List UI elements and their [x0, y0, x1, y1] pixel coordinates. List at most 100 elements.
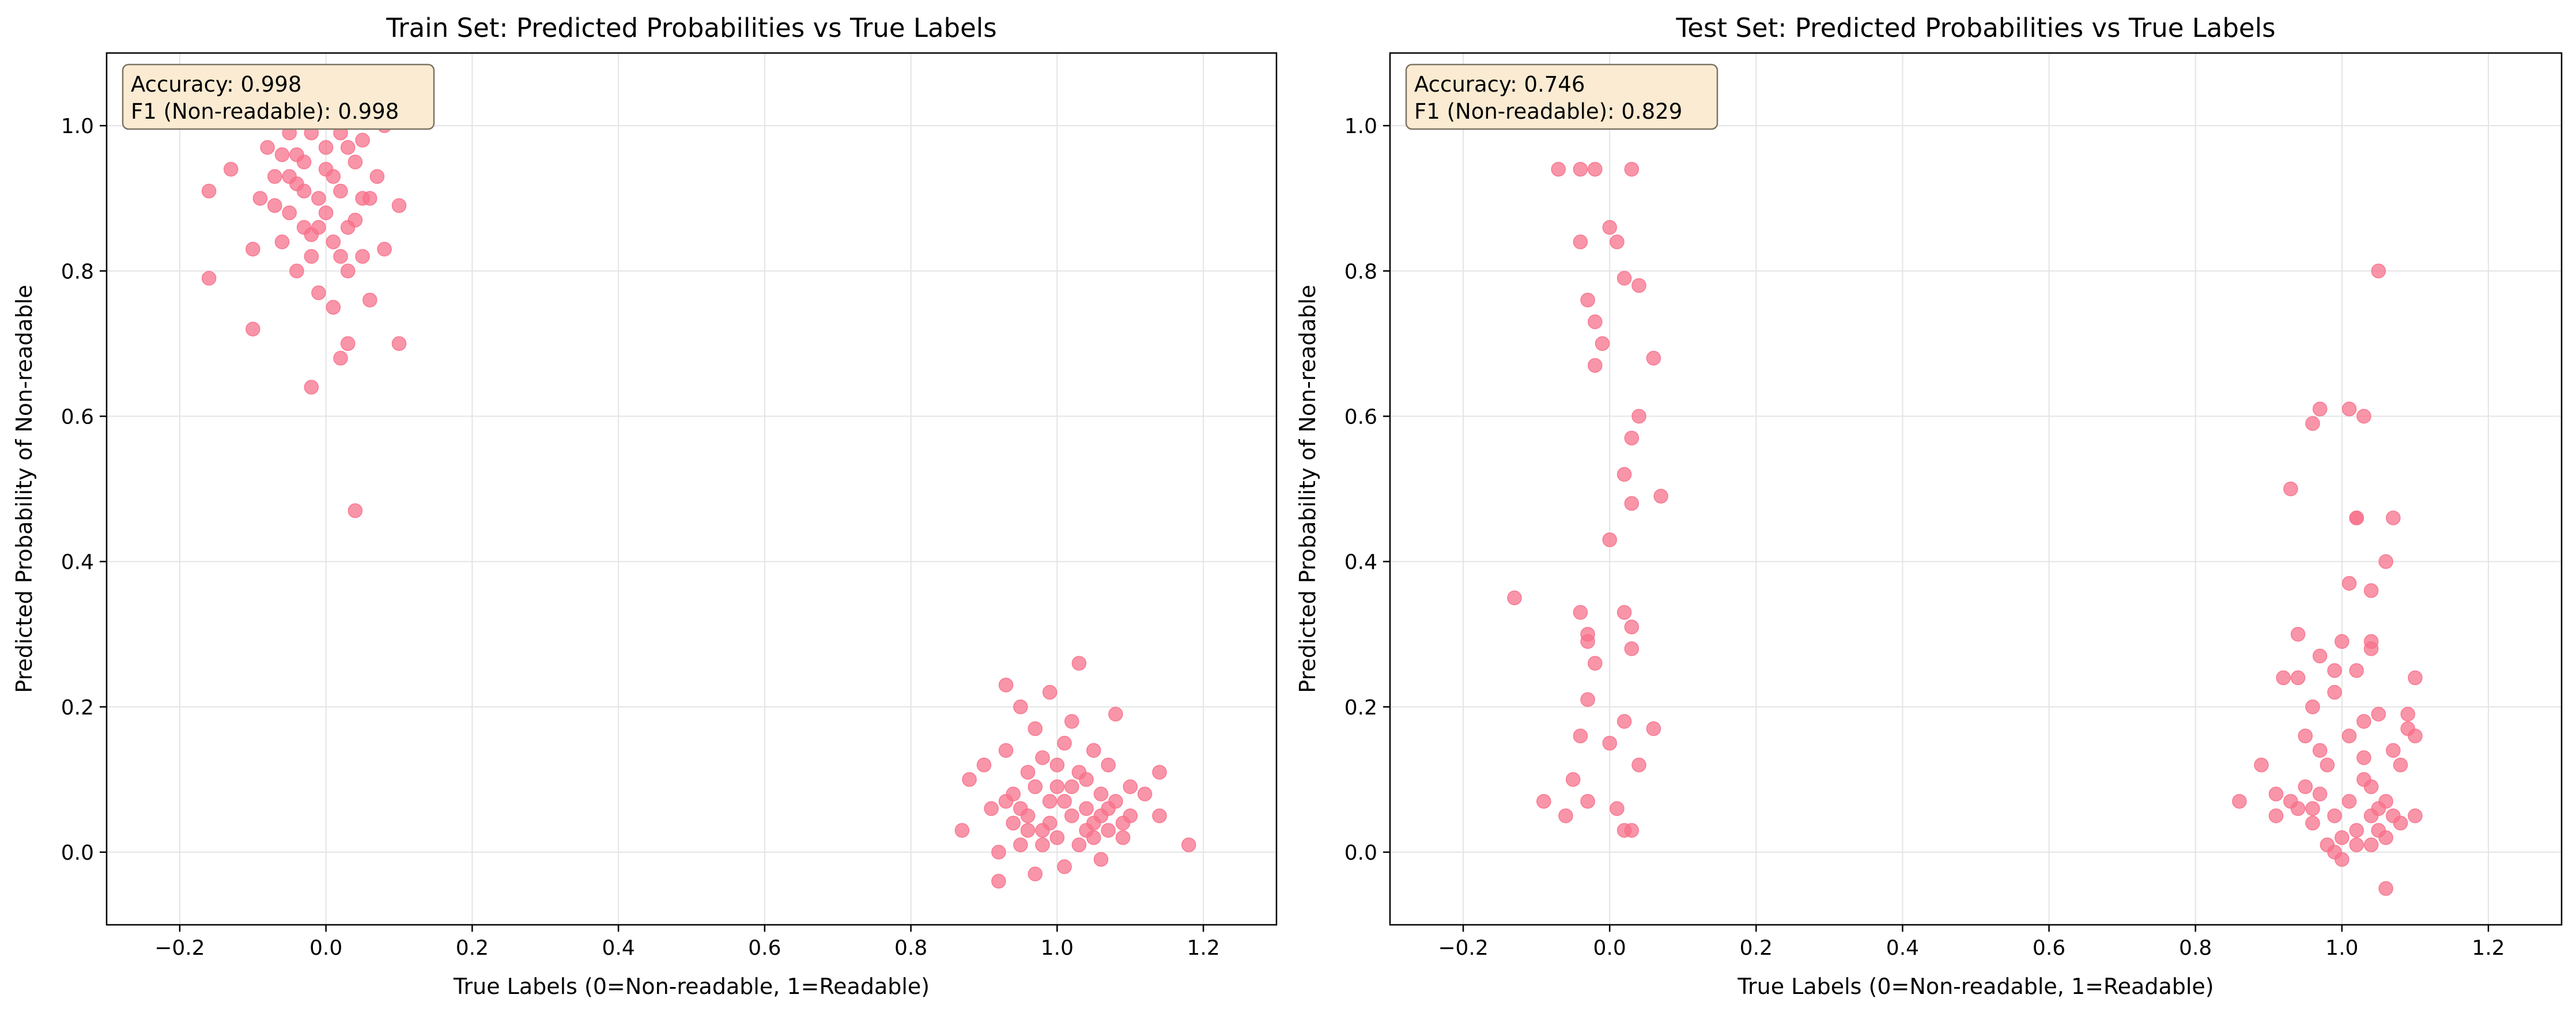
data-point	[1624, 430, 1640, 445]
accuracy-text: Accuracy: 0.998	[131, 72, 301, 97]
data-point	[252, 191, 268, 206]
data-point	[1123, 779, 1138, 795]
data-point	[1653, 489, 1668, 504]
data-point	[1646, 350, 1661, 366]
data-point	[340, 263, 356, 279]
data-point	[2349, 823, 2364, 838]
y-tick-label: 0.0	[61, 841, 94, 865]
data-point	[1595, 336, 1610, 351]
data-point	[2371, 706, 2386, 722]
data-point	[2408, 670, 2423, 686]
data-point	[1006, 815, 1021, 831]
data-point	[318, 205, 334, 221]
data-point	[333, 350, 348, 366]
data-point	[2268, 808, 2284, 823]
data-point	[1035, 750, 1050, 765]
f1-text: F1 (Non-readable): 0.998	[131, 99, 399, 124]
data-point	[1602, 736, 1617, 751]
data-point	[2327, 808, 2342, 823]
y-tick-label: 0.0	[1344, 841, 1377, 865]
data-point	[2335, 852, 2350, 867]
accuracy-text: Accuracy: 0.746	[1414, 72, 1585, 97]
f1-text: F1 (Non-readable): 0.829	[1414, 99, 1682, 124]
data-point	[2341, 793, 2357, 809]
data-point	[2283, 481, 2298, 497]
data-point	[1580, 292, 1595, 308]
y-tick-label: 0.6	[1344, 405, 1377, 429]
data-point	[1631, 278, 1646, 293]
data-point	[1035, 837, 1050, 853]
data-point	[2276, 670, 2291, 686]
data-point	[1057, 793, 1072, 809]
data-point	[1093, 787, 1109, 801]
data-point	[1093, 852, 1109, 867]
data-point	[1057, 736, 1072, 751]
data-point	[2341, 576, 2357, 591]
data-point	[2349, 511, 2364, 525]
x-tick-label: 0.0	[309, 936, 342, 960]
y-tick-label: 0.4	[1344, 551, 1377, 574]
y-tick-label: 0.2	[1344, 696, 1377, 720]
x-tick-label: 1.2	[2472, 936, 2505, 960]
data-point	[355, 191, 370, 206]
data-point	[296, 183, 312, 199]
data-point	[1616, 605, 1632, 620]
data-point	[1049, 779, 1065, 795]
data-point	[1108, 706, 1123, 722]
data-point	[2400, 706, 2415, 722]
data-point	[2312, 787, 2328, 801]
data-point	[1064, 779, 1079, 795]
data-point	[1602, 220, 1617, 235]
data-point	[377, 241, 392, 257]
data-point	[1580, 793, 1595, 809]
data-point	[282, 169, 297, 184]
data-point	[1573, 235, 1588, 249]
data-point	[1602, 532, 1617, 547]
data-point	[2371, 263, 2386, 279]
data-point	[2290, 670, 2306, 686]
y-tick-label: 0.8	[61, 260, 94, 283]
data-point	[1631, 757, 1646, 773]
data-point	[326, 300, 341, 315]
y-tick-label: 0.8	[1344, 260, 1377, 283]
annotation-box	[1405, 63, 1718, 130]
data-point	[2335, 634, 2350, 649]
data-point	[2356, 714, 2371, 729]
data-point	[2378, 554, 2393, 569]
data-point	[2408, 808, 2423, 823]
data-point	[348, 503, 363, 519]
data-point	[2356, 409, 2371, 424]
y-axis-label: Predicted Probability of Non-readable	[12, 285, 37, 693]
scatter-panel-1: −0.2 0.0 0.2 0.4 0.6 0.8 1.0 1.2 0.0 0.2 0.4 0.6 0.8…	[12, 13, 1278, 999]
data-point	[1624, 641, 1640, 656]
data-point	[2363, 583, 2379, 598]
data-point	[333, 183, 348, 199]
data-point	[2305, 416, 2320, 431]
data-point	[1049, 757, 1065, 773]
data-point	[2312, 743, 2328, 758]
data-point	[1137, 787, 1153, 801]
data-point	[1631, 409, 1646, 424]
data-point	[1588, 314, 1603, 330]
data-point	[1624, 619, 1640, 634]
x-tick-label: 1.2	[1187, 936, 1219, 960]
data-point	[1013, 837, 1028, 853]
data-point	[1028, 721, 1043, 736]
data-point	[1646, 721, 1661, 736]
data-point	[2386, 511, 2401, 525]
scatter-panel-2: −0.2 0.0 0.2 0.4 0.6 0.8 1.0 1.2 0.0 0.2 0.4 0.6 0.8…	[1295, 13, 2563, 999]
x-tick-label: 0.8	[2179, 936, 2212, 960]
data-point	[318, 140, 334, 155]
data-point	[2393, 757, 2408, 773]
data-point	[1020, 765, 1036, 780]
data-point	[2378, 793, 2393, 809]
data-point	[2320, 757, 2335, 773]
data-point	[274, 147, 290, 162]
data-point	[2232, 793, 2247, 809]
data-point	[2363, 641, 2379, 656]
data-point	[1558, 808, 1573, 823]
data-point	[1152, 765, 1167, 780]
data-point	[2356, 750, 2371, 765]
